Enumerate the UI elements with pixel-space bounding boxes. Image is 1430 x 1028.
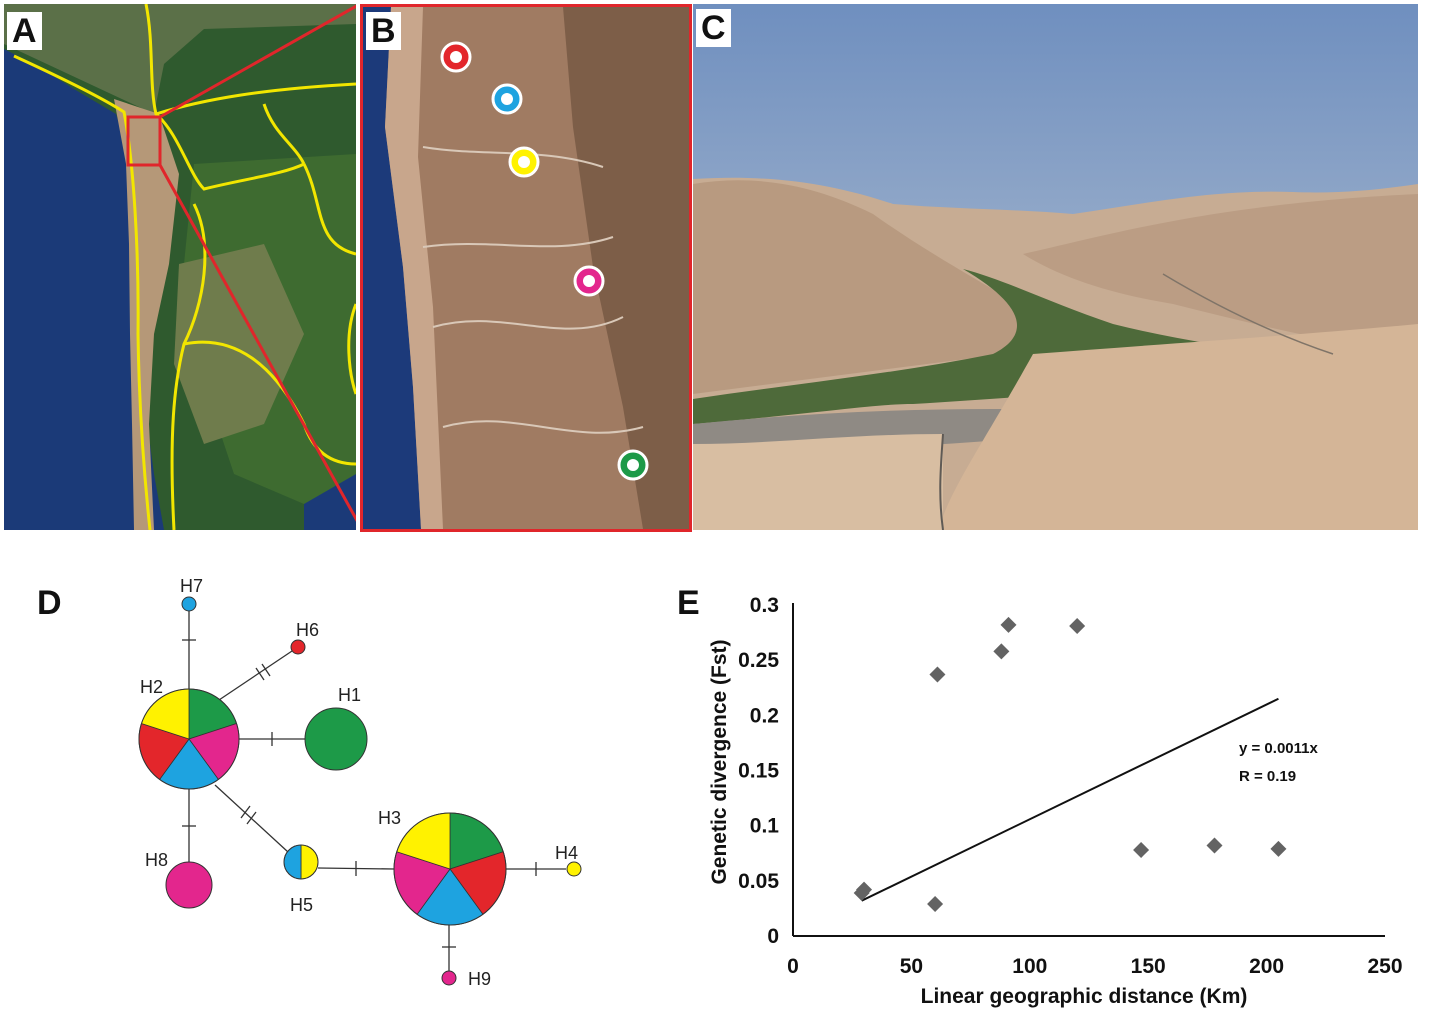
- label-h7: H7: [180, 576, 203, 596]
- site-marker-red: [440, 41, 472, 73]
- x-axis-title: Linear geographic distance (Km): [921, 985, 1248, 1008]
- valley-photo: [693, 4, 1418, 530]
- node-h5-slice-yellow: [300, 844, 319, 880]
- node-h9: [441, 970, 457, 986]
- panel-a-map: A: [4, 4, 356, 530]
- site-marker-green: [617, 449, 649, 481]
- y-axis-title: Genetic divergence (Fst): [708, 639, 731, 884]
- south-america-map: [4, 4, 356, 530]
- data-point: [1000, 616, 1017, 633]
- data-point: [1270, 840, 1287, 857]
- x-tick-label: 200: [1249, 955, 1284, 978]
- data-point: [1133, 841, 1150, 858]
- haplotype-network: H7 H6 H2 H1 H3 H4 H8 H5 H9: [138, 576, 582, 989]
- panel-e-label: E: [677, 584, 700, 622]
- data-point: [1206, 837, 1223, 854]
- node-h1: [304, 707, 368, 771]
- panel-d-label: D: [37, 584, 62, 622]
- chart-axes: [792, 603, 1385, 937]
- panel-c-label: C: [696, 9, 731, 47]
- site-marker-pink: [573, 265, 605, 297]
- node-h6: [290, 639, 306, 655]
- label-h6: H6: [296, 620, 319, 640]
- node-h7: [181, 596, 197, 612]
- haplotype-labels: H7 H6 H2 H1 H3 H4 H8 H5 H9: [140, 576, 578, 989]
- network-edges: [182, 604, 566, 972]
- data-point: [1069, 617, 1086, 634]
- x-tick-label: 0: [787, 955, 799, 978]
- node-h8: [165, 861, 213, 909]
- site-marker-blue: [491, 83, 523, 115]
- node-h3: [393, 812, 507, 926]
- y-tick-label: 0.1: [750, 815, 780, 838]
- label-h5: H5: [290, 895, 313, 915]
- y-tick-label: 0: [767, 925, 779, 948]
- data-point: [856, 881, 873, 898]
- node-h2: [138, 688, 240, 790]
- label-h9: H9: [468, 969, 491, 989]
- correlation-value: R = 0.19: [1239, 768, 1296, 785]
- regional-satellite-map: [363, 7, 689, 529]
- x-tick-label: 50: [900, 955, 923, 978]
- x-tick-label: 150: [1131, 955, 1166, 978]
- y-tick-label: 0.2: [750, 704, 779, 727]
- panel-c-photo: C: [693, 4, 1418, 530]
- label-h3: H3: [378, 808, 401, 828]
- scatter-chart: 0 50 100 150 200 250 0 0.05 0.1 0.15 0.2 0.25 0.3 y …: [708, 594, 1403, 1008]
- network-nodes: [138, 596, 582, 986]
- label-h8: H8: [145, 850, 168, 870]
- label-h1: H1: [338, 685, 361, 705]
- chart-tick-labels: 0 50 100 150 200 250 0 0.05 0.1 0.15 0.2 0.25 0.3: [738, 594, 1402, 978]
- data-point: [993, 643, 1010, 660]
- x-tick-label: 250: [1367, 955, 1402, 978]
- x-tick-label: 100: [1012, 955, 1047, 978]
- y-tick-label: 0.05: [738, 870, 779, 893]
- y-tick-label: 0.25: [738, 649, 779, 672]
- data-point: [929, 666, 946, 683]
- y-tick-label: 0.15: [738, 760, 779, 783]
- chart-points: [853, 616, 1287, 913]
- label-h2: H2: [140, 677, 163, 697]
- panel-a-label: A: [7, 12, 42, 50]
- label-h4: H4: [555, 843, 578, 863]
- regression-equation: y = 0.0011x: [1239, 740, 1318, 757]
- y-tick-label: 0.3: [750, 594, 779, 617]
- node-h5: [283, 844, 319, 880]
- data-point: [927, 896, 944, 913]
- panel-b-label: B: [366, 12, 401, 50]
- inset-box: [126, 115, 162, 167]
- site-marker-yellow: [508, 146, 540, 178]
- panel-b-map: B: [360, 4, 692, 532]
- node-h4: [566, 861, 582, 877]
- trendline: [861, 697, 1279, 902]
